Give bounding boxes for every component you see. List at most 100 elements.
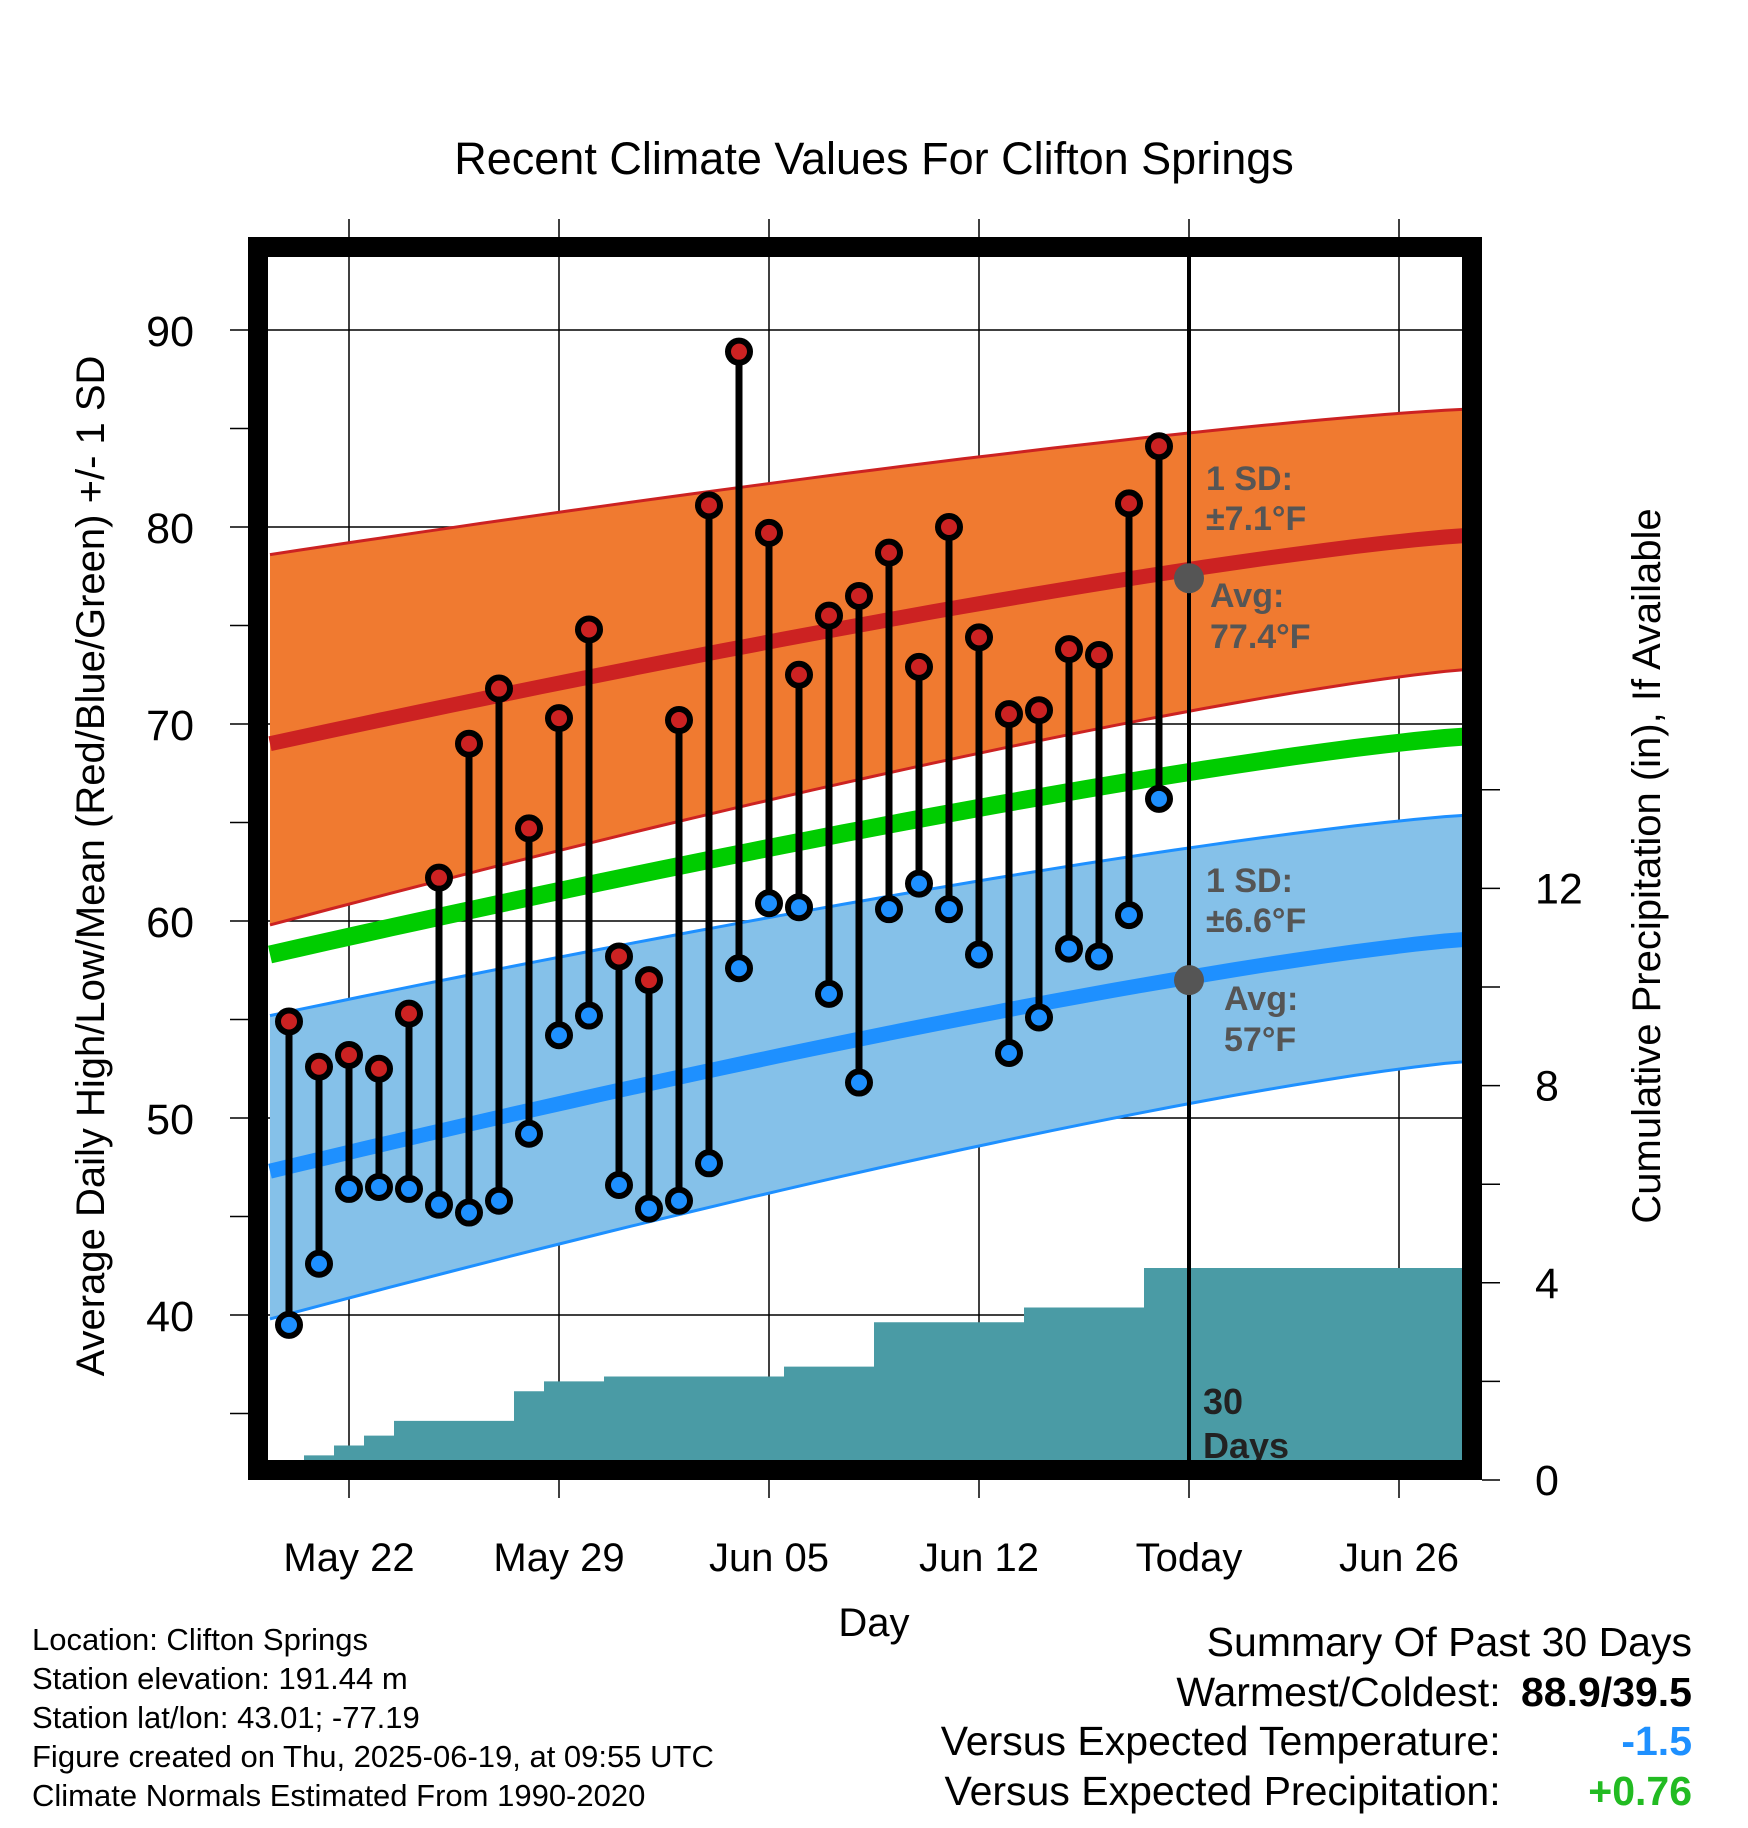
right-tick-label: 0 bbox=[1535, 1457, 1559, 1505]
x-tick-label: Jun 12 bbox=[919, 1536, 1039, 1580]
summary-panel: Summary Of Past 30 Days Warmest/Coldest:… bbox=[941, 1618, 1692, 1816]
low-point bbox=[905, 869, 933, 898]
low-point bbox=[845, 1068, 873, 1097]
low-lower-line bbox=[269, 1059, 1476, 1321]
normals-text: Climate Normals Estimated From 1990-2020 bbox=[32, 1778, 646, 1813]
low-point bbox=[935, 895, 963, 924]
high-point bbox=[365, 1054, 393, 1083]
summary-precip-row: Versus Expected Precipitation: +0.76 bbox=[941, 1767, 1693, 1817]
low-point bbox=[485, 1186, 513, 1215]
created-text: Figure created on Thu, 2025-06-19, at 09… bbox=[32, 1739, 714, 1774]
low-avg-value: 57°F bbox=[1224, 1021, 1296, 1059]
temp-label: Versus Expected Temperature: bbox=[940, 1718, 1501, 1764]
low-point bbox=[1025, 1003, 1053, 1032]
high-point bbox=[995, 700, 1023, 729]
high-point bbox=[485, 674, 513, 703]
low-point bbox=[515, 1119, 543, 1148]
warmest-value: 88.9/39.5 bbox=[1521, 1668, 1692, 1715]
low-point bbox=[425, 1190, 453, 1219]
precip-area bbox=[301, 1268, 1475, 1480]
summary-temp-row: Versus Expected Temperature: -1.5 bbox=[941, 1717, 1692, 1767]
latlon-text: Station lat/lon: 43.01; -77.19 bbox=[32, 1700, 420, 1735]
summary-warmest-row: Warmest/Coldest: 88.9/39.5 bbox=[941, 1668, 1692, 1718]
high-point bbox=[725, 337, 753, 366]
x-tick-label: May 29 bbox=[493, 1536, 624, 1580]
x-tick-label: Jun 26 bbox=[1339, 1536, 1459, 1580]
x-axis-label: Day bbox=[838, 1601, 909, 1645]
plot-frame bbox=[248, 237, 1482, 1480]
low-point bbox=[755, 889, 783, 918]
high-point bbox=[545, 704, 573, 733]
low-avg-label: Avg: bbox=[1224, 980, 1298, 1018]
low-point bbox=[815, 979, 843, 1008]
left-tick-label: 40 bbox=[146, 1293, 194, 1341]
x-tick-label: Jun 05 bbox=[709, 1536, 829, 1580]
high-point bbox=[845, 581, 873, 610]
high-sd-label: 1 SD: bbox=[1206, 460, 1293, 498]
frame-border bbox=[248, 237, 1482, 1480]
low-point bbox=[665, 1186, 693, 1215]
precipitation-area bbox=[301, 1268, 1475, 1480]
low-point bbox=[455, 1198, 483, 1227]
low-point bbox=[695, 1149, 723, 1178]
low-point bbox=[635, 1194, 663, 1223]
high-sd-value: ±7.1°F bbox=[1206, 500, 1306, 538]
high-point bbox=[1055, 635, 1083, 664]
high-upper-line bbox=[269, 407, 1476, 557]
summary-heading: Summary Of Past 30 Days bbox=[1206, 1619, 1692, 1665]
low-point bbox=[365, 1172, 393, 1201]
high-point bbox=[875, 538, 903, 567]
low-point bbox=[965, 940, 993, 969]
high-point bbox=[395, 999, 423, 1028]
high-point bbox=[935, 513, 963, 541]
low-sd-band bbox=[270, 814, 1475, 1319]
high-point bbox=[575, 615, 603, 644]
location-text: Location: Clifton Springs bbox=[32, 1622, 369, 1657]
left-tick-label: 60 bbox=[146, 899, 194, 947]
high-point bbox=[1115, 489, 1143, 518]
high-point bbox=[1145, 432, 1173, 461]
today-low-avg-dot bbox=[1174, 965, 1204, 996]
high-point bbox=[515, 814, 543, 843]
high-point bbox=[425, 863, 453, 892]
y-axis-label-left: Average Daily High/Low/Mean (Red/Blue/Gr… bbox=[69, 356, 113, 1377]
today-marker bbox=[1174, 247, 1204, 1470]
low-point bbox=[395, 1174, 423, 1203]
y-axis-label-right: Cumulative Precipitation (in), If Availa… bbox=[1625, 508, 1669, 1223]
low-point bbox=[995, 1038, 1023, 1067]
warmest-label: Warmest/Coldest: bbox=[1176, 1668, 1501, 1715]
days-count-number: 30 bbox=[1203, 1381, 1243, 1422]
high-point bbox=[785, 660, 813, 689]
low-point bbox=[605, 1170, 633, 1199]
high-point bbox=[305, 1052, 333, 1081]
high-point bbox=[1025, 696, 1053, 725]
high-point bbox=[275, 1007, 303, 1036]
chart-title: Recent Climate Values For Clifton Spring… bbox=[454, 133, 1294, 184]
high-point bbox=[1085, 641, 1113, 670]
left-tick-label: 70 bbox=[146, 702, 194, 750]
low-sd-label: 1 SD: bbox=[1206, 862, 1293, 900]
right-tick-label: 4 bbox=[1535, 1260, 1559, 1308]
left-tick-label: 50 bbox=[146, 1096, 194, 1144]
low-point bbox=[575, 1001, 603, 1030]
high-point bbox=[695, 491, 723, 520]
low-point bbox=[1115, 901, 1143, 930]
low-point bbox=[875, 895, 903, 924]
low-point bbox=[785, 893, 813, 922]
low-point bbox=[335, 1174, 363, 1203]
high-avg-label: Avg: bbox=[1210, 577, 1284, 615]
low-sd-value: ±6.6°F bbox=[1206, 902, 1306, 940]
days-count-word: Days bbox=[1203, 1425, 1289, 1466]
high-point bbox=[965, 623, 993, 652]
left-tick-label: 90 bbox=[146, 308, 194, 356]
high-point bbox=[905, 652, 933, 681]
daily-range-stems bbox=[285, 351, 1163, 1325]
high-point bbox=[755, 518, 783, 547]
high-point bbox=[635, 966, 663, 995]
left-tick-label: 80 bbox=[146, 505, 194, 553]
low-point bbox=[1145, 784, 1173, 813]
station-info: Location: Clifton Springs Station elevat… bbox=[32, 1620, 714, 1815]
high-point bbox=[335, 1040, 363, 1069]
low-point bbox=[725, 954, 753, 983]
